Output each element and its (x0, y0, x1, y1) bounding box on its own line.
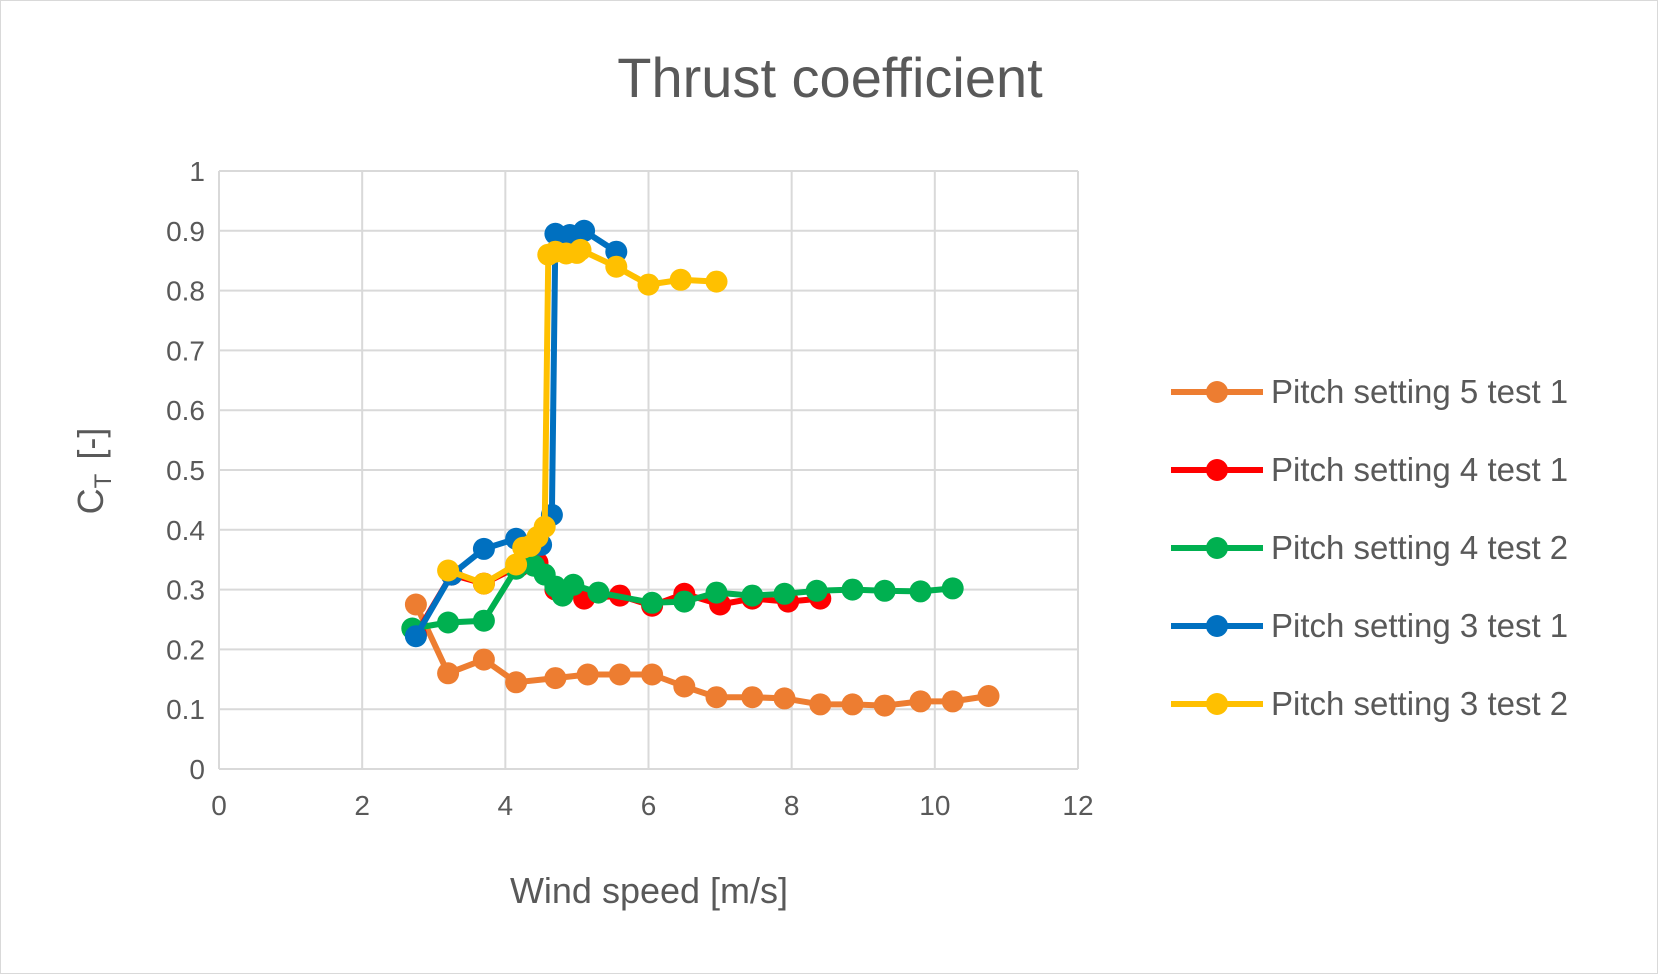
y-axis-label-main: C (70, 488, 111, 514)
y-tick-label: 0.6 (166, 395, 205, 426)
y-tick-label: 0.2 (166, 634, 205, 665)
data-point (705, 686, 728, 709)
data-point (505, 553, 528, 576)
series-line (412, 601, 992, 709)
x-tick-label: 0 (211, 790, 227, 821)
y-tick-label: 1 (189, 156, 205, 187)
data-point (673, 590, 696, 613)
data-point (941, 577, 964, 600)
y-axis-label: CT [-] (70, 428, 117, 515)
x-axis-label: Wind speed [m/s] (510, 870, 788, 911)
data-point (673, 675, 696, 698)
legend-item: Pitch setting 5 test 1 (1171, 373, 1568, 410)
y-tick-label: 0.5 (166, 455, 205, 486)
data-point (569, 238, 592, 261)
grid (218, 170, 1079, 770)
x-tick-label: 4 (498, 790, 514, 821)
series-line (445, 246, 720, 587)
legend-item: Pitch setting 4 test 1 (1171, 451, 1568, 488)
legend-item: Pitch setting 3 test 1 (1171, 607, 1568, 644)
data-point (637, 273, 660, 296)
data-point (873, 579, 896, 602)
y-axis-label-subscript: T (90, 473, 117, 488)
data-point (472, 537, 495, 560)
chart-title: Thrust coefficient (617, 46, 1043, 109)
data-point (909, 690, 932, 713)
data-point (941, 690, 964, 713)
data-point (608, 663, 631, 686)
legend-label: Pitch setting 3 test 2 (1271, 685, 1568, 722)
data-point (977, 685, 1000, 707)
x-tick-label: 6 (641, 790, 657, 821)
data-point (809, 693, 832, 716)
data-point (705, 270, 728, 293)
data-point (741, 686, 764, 709)
data-point (472, 609, 495, 632)
y-tick-label: 0.8 (166, 276, 205, 307)
data-point (641, 663, 664, 686)
legend-swatch-marker (1206, 381, 1228, 403)
legend: Pitch setting 5 test 1 Pitch setting 4 te… (1171, 373, 1568, 722)
data-point (544, 667, 567, 690)
axes: 00.10.20.30.40.50.60.70.80.910 2 4 6 8 10 12 (166, 156, 1094, 821)
legend-item: Pitch setting 4 test 2 (1171, 529, 1568, 566)
data-point (472, 572, 495, 595)
x-tick-label: 2 (354, 790, 370, 821)
y-axis-label-unit: [-] (70, 428, 111, 460)
data-point (773, 687, 796, 710)
y-tick-label: 0.7 (166, 335, 205, 366)
data-point (741, 584, 764, 607)
legend-label: Pitch setting 4 test 2 (1271, 529, 1568, 566)
series-layer (401, 219, 1000, 717)
data-point (641, 591, 664, 614)
data-point (404, 593, 427, 616)
data-point (669, 268, 692, 291)
legend-label: Pitch setting 4 test 1 (1271, 451, 1568, 488)
series-1 (404, 593, 1000, 717)
legend-swatch-marker (1206, 537, 1228, 559)
legend-label: Pitch setting 5 test 1 (1271, 373, 1568, 410)
series-3 (401, 554, 964, 640)
data-point (437, 559, 460, 582)
data-point (805, 579, 828, 602)
data-point (873, 694, 896, 717)
data-point (587, 581, 610, 604)
data-point (605, 255, 628, 278)
y-tick-label: 0.1 (166, 694, 205, 725)
legend-item: Pitch setting 3 test 2 (1171, 685, 1568, 722)
x-tick-label: 10 (919, 790, 950, 821)
legend-swatch-marker (1206, 693, 1228, 715)
data-point (841, 578, 864, 601)
x-tick-label: 12 (1062, 790, 1093, 821)
legend-label: Pitch setting 3 test 1 (1271, 607, 1568, 644)
data-point (437, 611, 460, 634)
data-point (841, 693, 864, 716)
y-tick-label: 0.3 (166, 575, 205, 606)
data-point (472, 648, 495, 671)
data-point (437, 662, 460, 685)
data-point (576, 663, 599, 686)
legend-swatch-marker (1206, 615, 1228, 637)
data-point (533, 515, 556, 538)
data-point (505, 671, 528, 694)
data-point (404, 625, 427, 648)
data-point (562, 573, 585, 596)
data-point (573, 219, 596, 242)
y-tick-label: 0.4 (166, 515, 205, 546)
legend-swatch-marker (1206, 459, 1228, 481)
y-tick-label: 0 (189, 754, 205, 785)
series-5 (437, 238, 728, 595)
data-point (909, 580, 932, 603)
data-point (705, 581, 728, 604)
y-tick-label: 0.9 (166, 216, 205, 247)
x-tick-label: 8 (784, 790, 800, 821)
data-point (773, 582, 796, 605)
